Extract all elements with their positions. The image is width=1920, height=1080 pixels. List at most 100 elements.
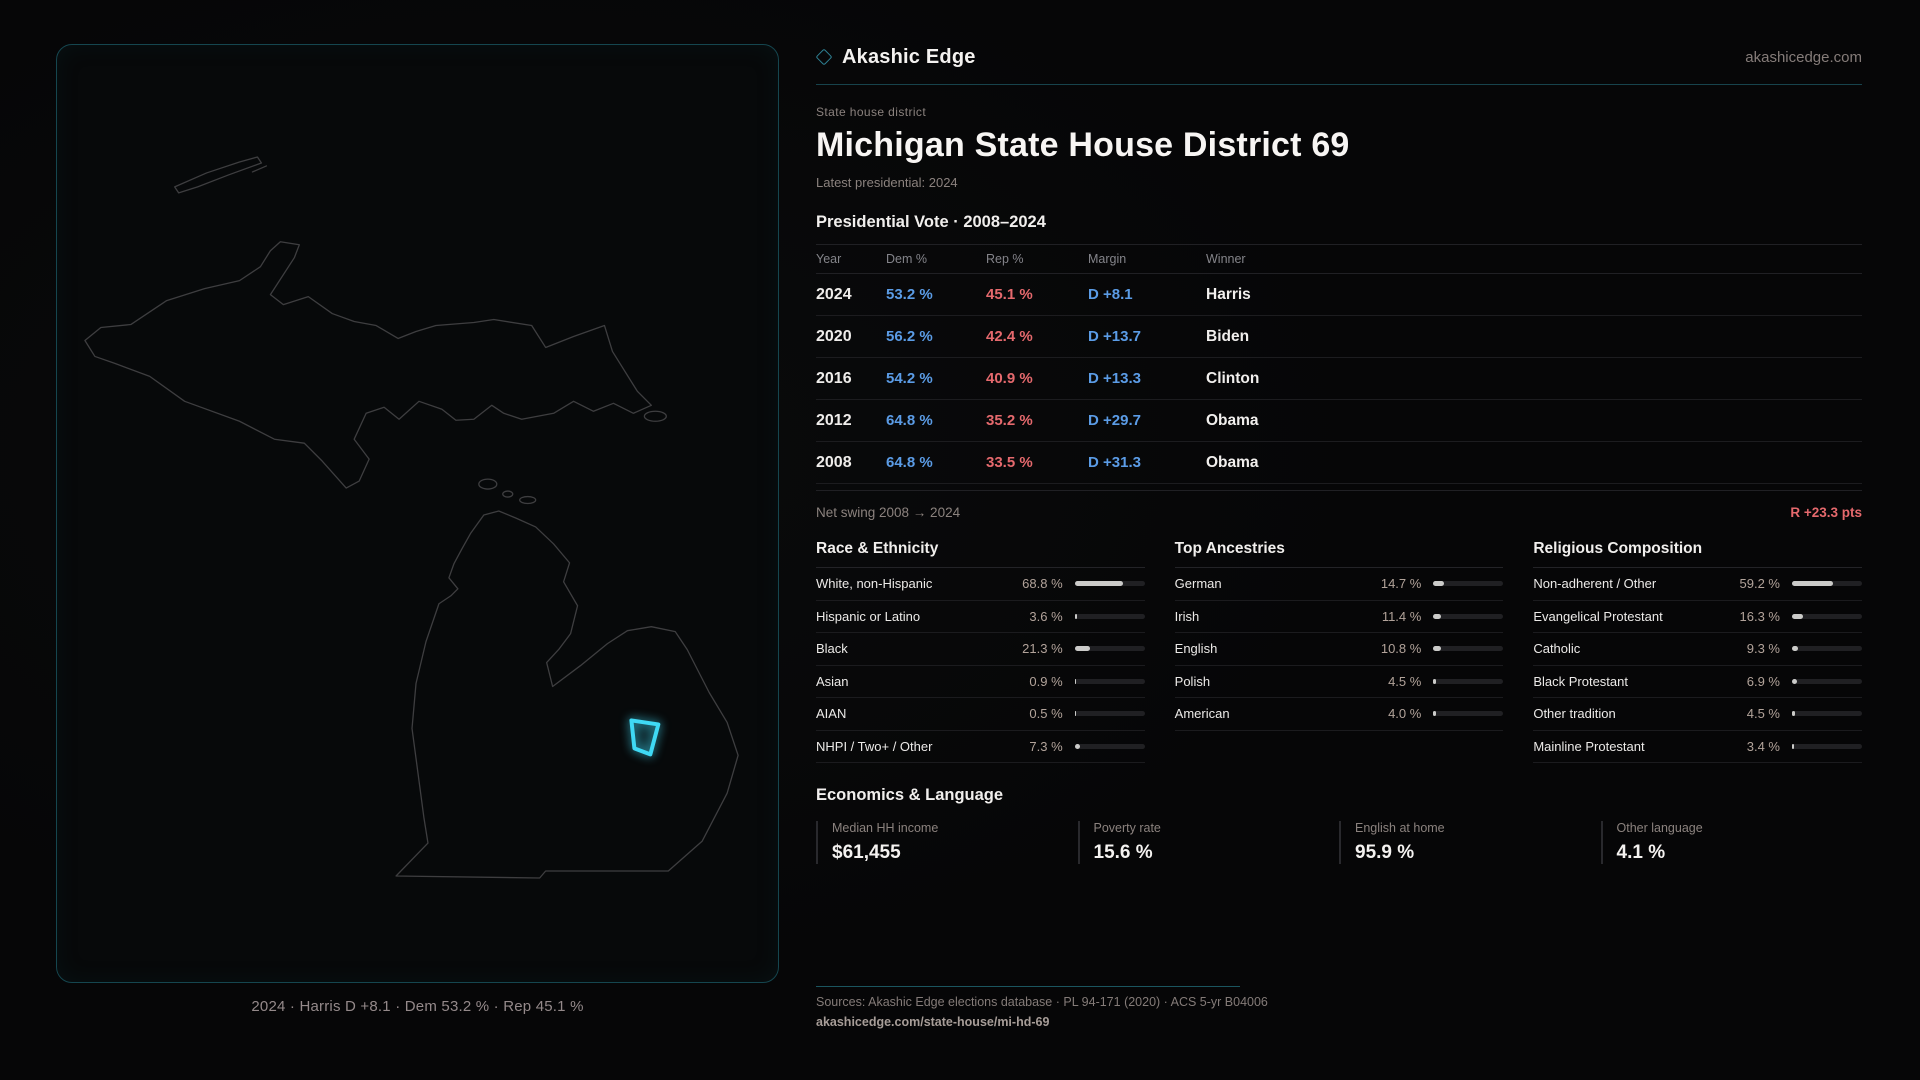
- col-year: Year: [816, 252, 842, 266]
- margin-cell: D +31.3: [1088, 454, 1141, 471]
- dem-cell: 64.8 %: [886, 412, 933, 429]
- diamond-icon: [815, 48, 833, 66]
- margin-cell: D +13.7: [1088, 328, 1141, 345]
- table-row: 2012 64.8 % 35.2 % D +29.7 Obama: [816, 400, 1862, 442]
- stat-value: 0.9 %: [1029, 673, 1063, 689]
- stat-label: NHPI / Two+ / Other: [816, 738, 933, 754]
- stat-bar: [1791, 711, 1862, 717]
- stat-label: AIAN: [816, 706, 847, 722]
- permalink-url[interactable]: akashicedge.com/state-house/mi-hd-69: [816, 1015, 1050, 1029]
- brand-name: Akashic Edge: [842, 45, 976, 68]
- page-title: Michigan State House District 69: [816, 126, 1350, 164]
- year-cell: 2024: [816, 285, 852, 303]
- stat-bar: [1074, 581, 1145, 587]
- stat-row: American 4.0 %: [1174, 698, 1504, 731]
- stat-bar: [1074, 711, 1145, 717]
- stat-row: Catholic 9.3 %: [1533, 633, 1862, 666]
- winner-cell: Obama: [1206, 453, 1259, 471]
- rep-cell: 35.2 %: [986, 412, 1033, 429]
- dem-cell: 64.8 %: [886, 454, 933, 471]
- stat-card-label: Poverty rate: [1093, 821, 1161, 835]
- stat-card-value: 4.1 %: [1616, 842, 1666, 863]
- winner-cell: Harris: [1206, 285, 1251, 303]
- stat-label: Hispanic or Latino: [816, 608, 921, 624]
- stat-card: English at home 95.9 %: [1339, 821, 1601, 864]
- year-cell: 2008: [816, 453, 852, 471]
- stat-card: Poverty rate 15.6 %: [1077, 821, 1340, 864]
- isle-royale-outline: [174, 156, 263, 194]
- stat-bar: [1433, 646, 1504, 652]
- stat-label: Other tradition: [1533, 706, 1616, 722]
- brand-domain-link[interactable]: akashicedge.com: [1745, 48, 1862, 66]
- stat-row: Irish 11.4 %: [1174, 601, 1504, 633]
- dem-cell: 56.2 %: [886, 328, 933, 345]
- year-cell: 2016: [816, 369, 852, 387]
- stat-row: Hispanic or Latino 3.6 %: [816, 601, 1145, 633]
- stat-row: Other tradition 4.5 %: [1533, 698, 1862, 731]
- stat-row: White, non-Hispanic 68.8 %: [816, 568, 1145, 601]
- economics-stats: Median HH income $61,455 Poverty rate 15…: [816, 821, 1862, 864]
- stat-label: Mainline Protestant: [1533, 738, 1645, 754]
- panel-title-divider: [1533, 567, 1862, 568]
- footer: Sources: Akashic Edge elections database…: [816, 986, 1862, 1029]
- stat-value: 59.2 %: [1739, 576, 1780, 592]
- dem-cell: 54.2 %: [886, 370, 933, 387]
- panel-ancestries: Top Ancestries German 14.7 % Irish 11.4 …: [1174, 540, 1504, 763]
- stat-card-value: $61,455: [832, 842, 901, 863]
- stat-label: Evangelical Protestant: [1533, 608, 1663, 624]
- detail-panel: Akashic Edge akashicedge.com State house…: [815, 42, 1862, 864]
- stat-value: 10.8 %: [1380, 641, 1422, 657]
- col-margin: Margin: [1088, 252, 1127, 266]
- upper-peninsula-outline: [84, 241, 652, 489]
- margin-cell: D +29.7: [1088, 412, 1141, 429]
- sources-text: Sources: Akashic Edge elections database…: [816, 995, 1268, 1009]
- stat-value: 0.5 %: [1029, 706, 1063, 722]
- stat-row: English 10.8 %: [1174, 633, 1504, 666]
- economics-title: Economics & Language: [816, 786, 1004, 804]
- stat-bar: [1791, 678, 1862, 684]
- stat-label: Non-adherent / Other: [1533, 576, 1657, 592]
- stat-bar: [1074, 743, 1145, 749]
- stat-bar: [1433, 613, 1504, 619]
- stat-bar: [1074, 678, 1145, 684]
- stat-card-value: 15.6 %: [1093, 842, 1153, 863]
- stat-label: Black: [816, 641, 848, 657]
- stat-row: Non-adherent / Other 59.2 %: [1533, 568, 1862, 601]
- col-dem: Dem %: [886, 252, 927, 266]
- col-rep: Rep %: [986, 252, 1024, 266]
- stat-row: Mainline Protestant 3.4 %: [1533, 731, 1862, 763]
- stat-card-label: Other language: [1616, 821, 1703, 835]
- net-swing-label: Net swing 2008 → 2024: [816, 505, 961, 520]
- stat-row: Polish 4.5 %: [1174, 666, 1504, 698]
- stat-value: 68.8 %: [1022, 576, 1063, 592]
- brand-header: Akashic Edge akashicedge.com: [815, 42, 1862, 72]
- stat-bar: [1791, 581, 1862, 587]
- latest-presidential-label: Latest presidential: 2024: [816, 175, 958, 190]
- stat-label: American: [1174, 706, 1230, 722]
- stat-bar: [1791, 646, 1862, 652]
- stat-value: 6.9 %: [1746, 673, 1780, 689]
- stat-value: 21.3 %: [1022, 641, 1063, 657]
- presidential-vote-table: Year Dem % Rep % Margin Winner 2024 53.2…: [816, 244, 1862, 491]
- stat-value: 4.0 %: [1388, 706, 1422, 722]
- stat-value: 7.3 %: [1029, 738, 1063, 754]
- table-header-row: Year Dem % Rep % Margin Winner: [816, 244, 1862, 274]
- stat-label: White, non-Hispanic: [816, 576, 933, 592]
- stat-row: Black Protestant 6.9 %: [1533, 666, 1862, 698]
- stat-row: Black 21.3 %: [816, 633, 1145, 666]
- table-row: 2008 64.8 % 33.5 % D +31.3 Obama: [816, 442, 1862, 484]
- net-swing-value: R +23.3 pts: [1790, 505, 1862, 520]
- margin-cell: D +8.1: [1088, 286, 1133, 303]
- col-winner: Winner: [1206, 252, 1246, 266]
- stat-row: AIAN 0.5 %: [816, 698, 1145, 731]
- stat-row: Evangelical Protestant 16.3 %: [1533, 601, 1862, 633]
- stat-bar: [1433, 581, 1504, 587]
- stat-value: 3.6 %: [1029, 608, 1063, 624]
- footer-divider: [816, 986, 1240, 987]
- stat-label: Irish: [1174, 608, 1200, 624]
- year-cell: 2020: [816, 327, 852, 345]
- rep-cell: 42.4 %: [986, 328, 1033, 345]
- stat-card-label: Median HH income: [832, 821, 939, 835]
- stat-bar: [1074, 646, 1145, 652]
- michigan-map: [84, 156, 739, 879]
